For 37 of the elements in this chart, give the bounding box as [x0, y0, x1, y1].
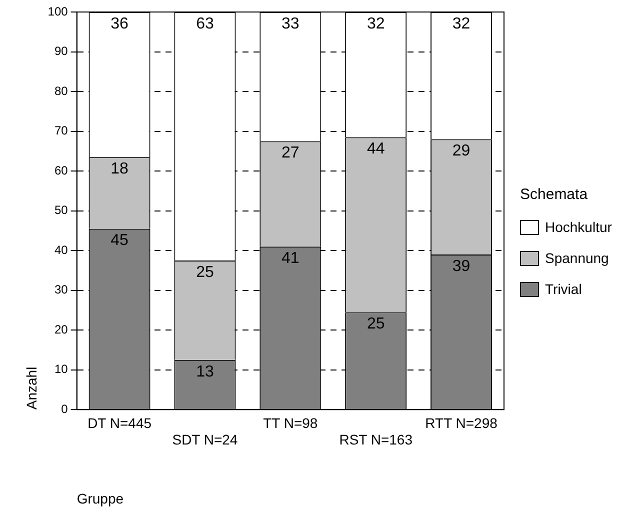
y-tick-label: 50 — [54, 203, 68, 218]
x-tick-label: DT N=445 — [88, 414, 152, 431]
data-label: 44 — [366, 140, 385, 158]
data-label: 36 — [110, 15, 129, 32]
y-tick-label: 60 — [54, 163, 68, 178]
x-tick-label: RTT N=298 — [425, 414, 498, 431]
text: Hochkultur — [545, 219, 612, 235]
data-label: 63 — [196, 15, 214, 32]
y-tick-label: 90 — [54, 44, 68, 58]
x-axis-title: Gruppe — [76, 490, 124, 506]
legend-label: Spannung — [545, 250, 609, 266]
y-axis-title: Anzahl — [23, 366, 40, 410]
legend-label: Trivial — [545, 281, 582, 297]
x-tick-label: RST N=163 — [339, 432, 413, 448]
x-tick-label: TT N=98 — [263, 414, 318, 431]
y-tick-label: 10 — [54, 362, 68, 376]
x-tick-label: SDT N=24 — [172, 432, 238, 448]
data-label: 41 — [282, 250, 300, 267]
legend-title: Schemata — [520, 186, 589, 203]
data-label: 45 — [110, 232, 129, 250]
data-label: 32 — [452, 15, 470, 32]
y-tick-label: 70 — [54, 124, 68, 138]
y-tick-label: 40 — [54, 242, 68, 257]
data-label: 13 — [196, 363, 214, 380]
y-tick-label: 100 — [48, 4, 68, 18]
y-tick-label: 0 — [61, 402, 68, 416]
data-label: 39 — [452, 258, 470, 275]
y-tick-label: 20 — [54, 322, 68, 336]
data-label: 25 — [366, 316, 385, 333]
data-label: 29 — [452, 142, 470, 160]
data-label: 25 — [196, 264, 214, 281]
data-label: 27 — [282, 144, 300, 162]
data-label: 32 — [366, 15, 385, 32]
data-label: 18 — [110, 160, 129, 178]
y-tick-label: 80 — [54, 84, 68, 98]
data-label: 33 — [282, 15, 300, 32]
y-tick-label: 30 — [54, 282, 68, 297]
